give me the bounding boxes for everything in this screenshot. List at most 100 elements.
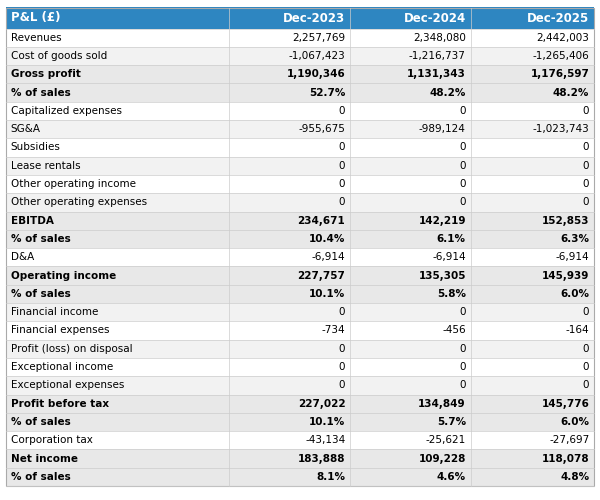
Text: % of sales: % of sales xyxy=(11,88,70,98)
Text: 0: 0 xyxy=(339,344,345,354)
Text: 142,219: 142,219 xyxy=(418,216,466,226)
Bar xyxy=(6,394,594,413)
Bar xyxy=(6,8,229,28)
Text: -955,675: -955,675 xyxy=(298,124,345,134)
Text: 48.2%: 48.2% xyxy=(430,88,466,98)
Text: 0: 0 xyxy=(339,362,345,372)
Text: P&L (£): P&L (£) xyxy=(11,12,60,24)
Text: 48.2%: 48.2% xyxy=(553,88,589,98)
Text: 52.7%: 52.7% xyxy=(309,88,345,98)
Text: 0: 0 xyxy=(460,161,466,171)
Text: 10.1%: 10.1% xyxy=(309,289,345,299)
Text: Lease rentals: Lease rentals xyxy=(11,161,80,171)
Text: 145,939: 145,939 xyxy=(542,270,589,280)
Bar xyxy=(6,212,594,230)
Text: 10.4%: 10.4% xyxy=(309,234,345,244)
Text: 2,348,080: 2,348,080 xyxy=(413,32,466,42)
Text: -1,216,737: -1,216,737 xyxy=(409,51,466,61)
Text: 0: 0 xyxy=(583,142,589,152)
Text: EBITDA: EBITDA xyxy=(11,216,53,226)
Text: Financial expenses: Financial expenses xyxy=(11,326,109,336)
Text: 227,757: 227,757 xyxy=(298,270,345,280)
Bar xyxy=(229,8,350,28)
Text: -6,914: -6,914 xyxy=(556,252,589,262)
Text: Profit (loss) on disposal: Profit (loss) on disposal xyxy=(11,344,133,354)
Bar xyxy=(6,340,594,358)
Text: -25,621: -25,621 xyxy=(425,435,466,446)
Bar xyxy=(470,8,594,28)
Bar xyxy=(6,65,594,84)
Text: 0: 0 xyxy=(339,307,345,317)
Text: Profit before tax: Profit before tax xyxy=(11,398,109,408)
Bar xyxy=(6,284,594,303)
Text: 0: 0 xyxy=(460,179,466,189)
Text: Other operating expenses: Other operating expenses xyxy=(11,198,147,207)
Text: Dec-2023: Dec-2023 xyxy=(283,12,345,24)
Text: 6.1%: 6.1% xyxy=(437,234,466,244)
Text: Financial income: Financial income xyxy=(11,307,98,317)
Text: 0: 0 xyxy=(339,179,345,189)
Text: 135,305: 135,305 xyxy=(418,270,466,280)
Text: % of sales: % of sales xyxy=(11,289,70,299)
Text: 227,022: 227,022 xyxy=(298,398,345,408)
Text: Exceptional income: Exceptional income xyxy=(11,362,113,372)
Text: 234,671: 234,671 xyxy=(298,216,345,226)
Text: Other operating income: Other operating income xyxy=(11,179,136,189)
Text: 134,849: 134,849 xyxy=(418,398,466,408)
Bar xyxy=(6,138,594,156)
Bar xyxy=(6,193,594,212)
Text: 0: 0 xyxy=(460,106,466,116)
Text: -1,023,743: -1,023,743 xyxy=(533,124,589,134)
Text: 0: 0 xyxy=(583,106,589,116)
Text: -456: -456 xyxy=(442,326,466,336)
Text: 0: 0 xyxy=(339,161,345,171)
Bar xyxy=(6,28,594,47)
Text: Exceptional expenses: Exceptional expenses xyxy=(11,380,124,390)
Text: 1,176,597: 1,176,597 xyxy=(530,70,589,80)
Bar xyxy=(6,175,594,193)
Text: 6.0%: 6.0% xyxy=(560,417,589,427)
Bar xyxy=(6,450,594,468)
Text: 183,888: 183,888 xyxy=(298,454,345,464)
Text: Operating income: Operating income xyxy=(11,270,116,280)
Text: 109,228: 109,228 xyxy=(418,454,466,464)
Text: Capitalized expenses: Capitalized expenses xyxy=(11,106,122,116)
Text: 0: 0 xyxy=(460,198,466,207)
Text: 0: 0 xyxy=(339,380,345,390)
Bar xyxy=(6,358,594,376)
Text: 0: 0 xyxy=(339,106,345,116)
Text: 6.3%: 6.3% xyxy=(560,234,589,244)
Text: 0: 0 xyxy=(339,198,345,207)
Text: 0: 0 xyxy=(339,142,345,152)
Text: 0: 0 xyxy=(583,161,589,171)
Text: 0: 0 xyxy=(460,344,466,354)
Text: -1,067,423: -1,067,423 xyxy=(289,51,345,61)
Text: 0: 0 xyxy=(583,307,589,317)
Text: 0: 0 xyxy=(583,362,589,372)
Bar xyxy=(6,376,594,394)
Text: 4.8%: 4.8% xyxy=(560,472,589,482)
Bar xyxy=(6,431,594,450)
Text: 1,131,343: 1,131,343 xyxy=(407,70,466,80)
Bar xyxy=(6,266,594,284)
Text: D&A: D&A xyxy=(11,252,34,262)
Text: 6.0%: 6.0% xyxy=(560,289,589,299)
Text: 1,190,346: 1,190,346 xyxy=(287,70,345,80)
Text: Dec-2025: Dec-2025 xyxy=(527,12,589,24)
Text: 0: 0 xyxy=(583,380,589,390)
Text: % of sales: % of sales xyxy=(11,234,70,244)
Text: 0: 0 xyxy=(583,344,589,354)
Text: 2,257,769: 2,257,769 xyxy=(292,32,345,42)
Text: Revenues: Revenues xyxy=(11,32,61,42)
Text: -164: -164 xyxy=(566,326,589,336)
Text: Dec-2024: Dec-2024 xyxy=(404,12,466,24)
Text: 0: 0 xyxy=(583,179,589,189)
Text: 10.1%: 10.1% xyxy=(309,417,345,427)
Text: -734: -734 xyxy=(322,326,345,336)
Text: 4.6%: 4.6% xyxy=(437,472,466,482)
Bar xyxy=(6,156,594,175)
Text: 0: 0 xyxy=(460,307,466,317)
Text: 118,078: 118,078 xyxy=(542,454,589,464)
Bar xyxy=(6,413,594,431)
Text: % of sales: % of sales xyxy=(11,417,70,427)
